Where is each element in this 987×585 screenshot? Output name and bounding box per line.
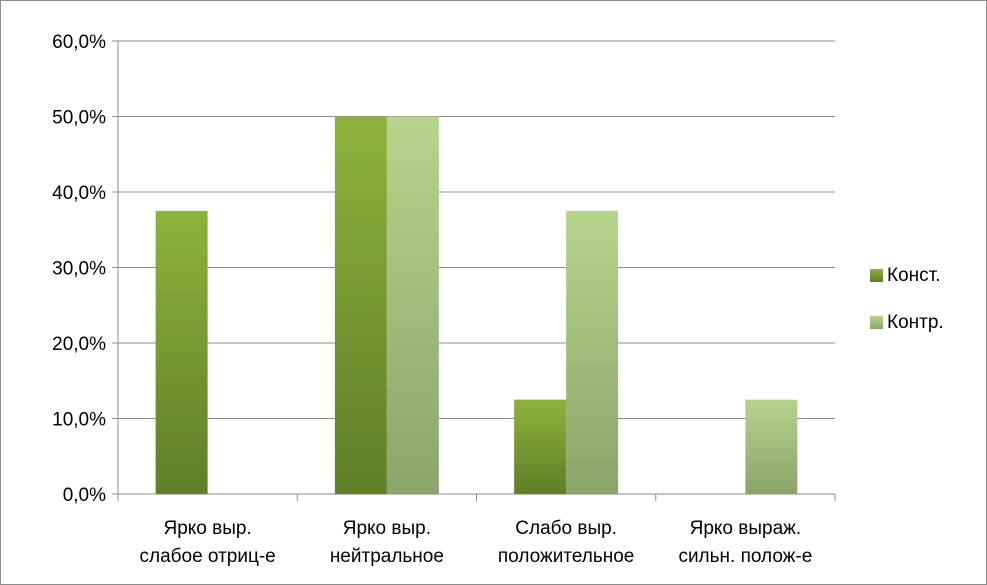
y-tick-label: 20,0% xyxy=(52,334,106,355)
bar-kontr xyxy=(566,210,619,494)
bar-konst xyxy=(334,116,387,494)
x-category-label: Ярко выр. xyxy=(163,518,251,539)
x-category-label: Ярко выраж. xyxy=(690,518,802,539)
x-category-label: слабое отриц-е xyxy=(139,546,275,567)
bar-konst xyxy=(155,210,208,494)
x-category-label: Слабо выр. xyxy=(515,518,617,539)
y-tick-label: 0,0% xyxy=(63,485,106,506)
y-tick-label: 10,0% xyxy=(52,410,106,431)
legend-label: Конст. xyxy=(887,265,941,286)
y-tick-label: 60,0% xyxy=(52,32,106,53)
y-tick-label: 30,0% xyxy=(52,259,106,280)
bar-kontr xyxy=(745,399,798,494)
legend-swatch xyxy=(870,316,883,329)
y-tick-label: 40,0% xyxy=(52,183,106,204)
legend-label: Контр. xyxy=(887,312,944,333)
bar-konst xyxy=(514,399,567,494)
bar-kontr xyxy=(386,116,439,494)
x-category-label: сильн. полож-е xyxy=(678,546,812,567)
y-tick-label: 50,0% xyxy=(52,108,106,129)
x-category-label: Ярко выр. xyxy=(343,518,431,539)
x-category-label: положительное xyxy=(498,546,634,567)
legend-swatch xyxy=(870,269,883,282)
x-category-label: нейтральное xyxy=(330,546,444,567)
